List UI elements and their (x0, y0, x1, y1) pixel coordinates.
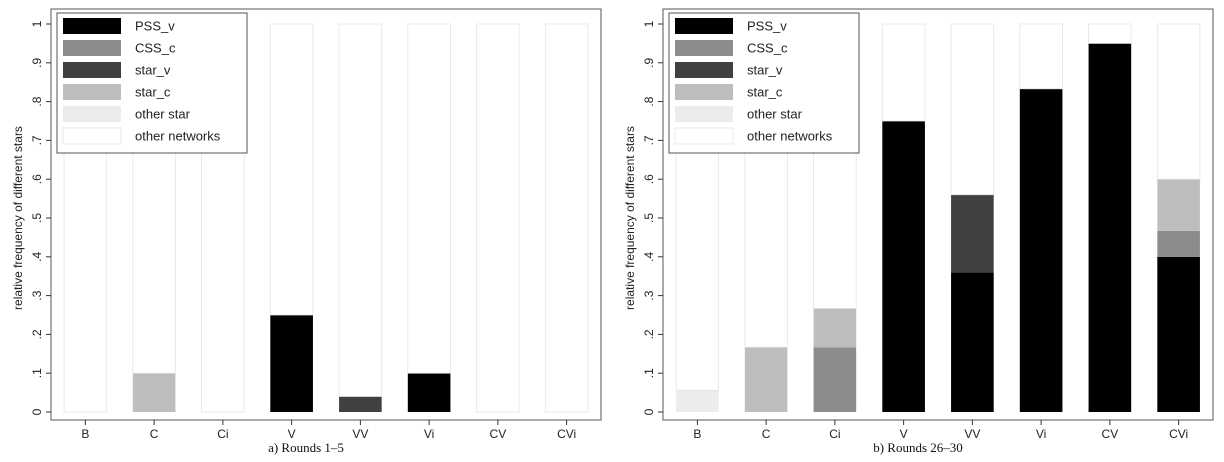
bar-segment (1088, 43, 1132, 413)
y-tick-label: .1 (30, 368, 44, 378)
x-tick-label: B (81, 427, 89, 440)
bar-segment (270, 315, 313, 412)
y-tick-label: .6 (30, 174, 44, 184)
y-tick-label: 1 (30, 20, 44, 27)
x-tick-label: CV (1102, 427, 1119, 440)
x-tick-label: Vi (1036, 427, 1046, 440)
y-axis-title: relative frequency of different stars (11, 126, 25, 310)
bar-segment (339, 396, 382, 412)
legend-swatch (674, 127, 734, 145)
legend-swatch (675, 62, 733, 78)
bar-segment (544, 23, 589, 413)
x-tick-label: Vi (424, 427, 434, 440)
bar-segment (1156, 23, 1201, 180)
x-tick-label: Ci (829, 427, 840, 440)
legend-swatch (63, 18, 121, 34)
legend-swatch (63, 84, 121, 100)
legend-swatch (675, 18, 733, 34)
bar-segment (951, 194, 994, 273)
x-tick-label: B (693, 427, 701, 440)
y-tick-label: .2 (642, 329, 656, 339)
x-tick-label: C (150, 427, 159, 440)
bar-segment (882, 121, 925, 412)
legend-swatch (675, 40, 733, 56)
legend-label: star_v (747, 63, 783, 78)
y-tick-label: .3 (642, 290, 656, 300)
legend-label: PSS_v (747, 19, 787, 34)
legend-swatch (62, 127, 122, 145)
bar-segment (676, 390, 719, 412)
bar-segment (1019, 88, 1063, 413)
legend-swatch (675, 84, 733, 100)
y-axis-title: relative frequency of different stars (623, 126, 637, 310)
bar-segment (744, 347, 788, 412)
x-tick-label: V (900, 427, 908, 440)
bar-segment (1157, 256, 1200, 412)
legend-label: other star (747, 107, 803, 122)
y-tick-label: .9 (30, 57, 44, 67)
chart-panel-b: 0 .1 .2 .3 .4 .5 .6 .7 .8 .9 1 relative frequency o… (612, 0, 1224, 462)
chart-panel-a: 0 .1 .2 .3 .4 .5 .6 .7 .8 .9 1 relative frequency o… (11, 8, 602, 455)
y-tick-label: 0 (642, 408, 656, 415)
bar-segment (338, 23, 383, 397)
y-tick-label: .7 (642, 135, 656, 145)
y-tick-label: 0 (30, 408, 44, 415)
legend-swatch (63, 40, 121, 56)
y-tick-label: .7 (30, 135, 44, 145)
x-tick-label: CV (490, 427, 507, 440)
x-tick-label: VV (964, 427, 980, 440)
legend-label: CSS_c (747, 41, 788, 56)
legend-label: CSS_c (135, 41, 176, 56)
bar-segment (951, 272, 994, 412)
bar-segment (269, 23, 314, 316)
y-tick-label: .8 (30, 96, 44, 106)
chart-a-caption: a) Rounds 1–5 (268, 440, 344, 455)
chart-a-svg: 0 .1 .2 .3 .4 .5 .6 .7 .8 .9 1 relative frequency o… (11, 8, 602, 440)
y-tick-label: .4 (642, 251, 656, 261)
y-tick-label: .6 (642, 174, 656, 184)
y-tick-label: .1 (642, 368, 656, 378)
bar-segment (813, 347, 857, 412)
bar-segment (407, 373, 451, 412)
legend-label: other star (135, 107, 191, 122)
bar-segment (1019, 23, 1063, 90)
x-tick-label: V (288, 427, 296, 440)
chart-b-svg: 0 .1 .2 .3 .4 .5 .6 .7 .8 .9 1 relative frequency o… (623, 8, 1214, 440)
bar-segment (132, 373, 176, 412)
bar-segment (813, 308, 857, 348)
bar-segment (1157, 179, 1200, 231)
y-tick-label: .2 (30, 329, 44, 339)
legend-label: star_c (135, 85, 171, 100)
legend-label: star_c (747, 85, 783, 100)
x-tick-label: CVi (557, 427, 576, 440)
y-tick-label: 1 (642, 20, 656, 27)
y-tick-label: .9 (642, 57, 656, 67)
y-tick-label: .5 (642, 213, 656, 223)
y-tick-label: .4 (30, 251, 44, 261)
y-tick-label: .8 (642, 96, 656, 106)
x-tick-label: CVi (1169, 427, 1188, 440)
x-tick-label: Ci (217, 427, 228, 440)
x-tick-label: C (762, 427, 771, 440)
y-tick-label: .5 (30, 213, 44, 223)
bar-segment (476, 23, 520, 413)
legend-swatch (675, 106, 733, 122)
x-tick-label: VV (352, 427, 368, 440)
bar-segment (950, 23, 995, 196)
bar-segment (1157, 230, 1200, 257)
legend-label: star_v (135, 63, 171, 78)
legend-label: PSS_v (135, 19, 175, 34)
legend-label: other networks (747, 129, 833, 144)
y-tick-label: .3 (30, 290, 44, 300)
bar-segment (407, 23, 451, 374)
bar-segment (1088, 23, 1132, 44)
legend-swatch (63, 106, 121, 122)
chart-b-caption: b) Rounds 26–30 (873, 440, 963, 455)
bar-segment (881, 23, 926, 122)
legend-label: other networks (135, 129, 221, 144)
legend-swatch (63, 62, 121, 78)
